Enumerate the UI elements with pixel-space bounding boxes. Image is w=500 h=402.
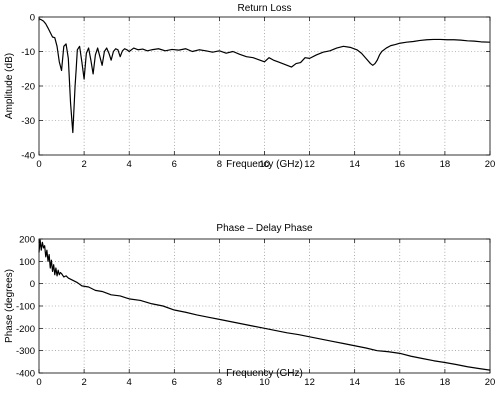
return-loss-y-tick-label: -40 <box>21 151 35 162</box>
phase-x-tick-label: 4 <box>127 377 132 388</box>
return-loss-x-tick-label: 12 <box>304 159 315 170</box>
phase-y-tick-label: 100 <box>19 257 35 268</box>
return-loss-x-tick-label: 10 <box>259 159 270 170</box>
return-loss-panel: 0 2 4 6 8 10 12 14 16 18 20 -40 -30 -20 -10 0 Return Lo… <box>4 3 495 170</box>
return-loss-y-tick-label: -30 <box>21 116 35 127</box>
return-loss-x-axis-label: Frequency (GHz) <box>226 159 303 170</box>
phase-x-tick-label: 14 <box>349 377 360 388</box>
phase-panel: 0 2 4 6 8 10 12 14 16 18 20 -400 -300 -200 -100 0 100 200… <box>4 223 495 388</box>
return-loss-plot-frame <box>38 16 491 156</box>
return-loss-x-tick-label: 6 <box>172 159 177 170</box>
return-loss-y-tick-label: -10 <box>21 47 35 58</box>
return-loss-series-line <box>38 18 491 134</box>
return-loss-x-tick-label: 20 <box>485 159 496 170</box>
phase-y-tick-label: -400 <box>16 369 35 380</box>
return-loss-x-tick-label: 0 <box>36 159 41 170</box>
phase-x-tick-label: 18 <box>440 377 451 388</box>
return-loss-x-tick-label: 16 <box>395 159 406 170</box>
phase-x-tick-label: 16 <box>395 377 406 388</box>
return-loss-x-tick-label: 2 <box>81 159 86 170</box>
phase-x-tick-label: 20 <box>485 377 496 388</box>
phase-y-tick-label: -300 <box>16 346 35 357</box>
phase-title: Phase – Delay Phase <box>216 223 313 234</box>
return-loss-x-tick-label: 4 <box>127 159 132 170</box>
return-loss-x-tick-label: 14 <box>349 159 360 170</box>
return-loss-y-axis-label: Amplitude (dB) <box>4 53 15 119</box>
phase-y-tick-label: -100 <box>16 302 35 313</box>
return-loss-title: Return Loss <box>238 3 292 14</box>
return-loss-x-tick-label: 8 <box>217 159 222 170</box>
return-loss-y-tick-label: 0 <box>30 13 35 24</box>
phase-x-tick-label: 0 <box>36 377 41 388</box>
phase-x-tick-label: 2 <box>81 377 86 388</box>
phase-x-tick-label: 6 <box>172 377 177 388</box>
phase-x-tick-label: 12 <box>304 377 315 388</box>
phase-x-tick-label: 10 <box>259 377 270 388</box>
phase-x-axis-label: Frequency (GHz) <box>226 368 303 379</box>
phase-y-tick-label: 0 <box>30 279 35 290</box>
return-loss-x-tick-label: 18 <box>440 159 451 170</box>
phase-y-tick-label: 200 <box>19 235 35 246</box>
return-loss-y-tick-label: -20 <box>21 82 35 93</box>
phase-y-tick-label: -200 <box>16 324 35 335</box>
phase-series-line <box>38 239 491 371</box>
phase-y-axis-label: Phase (degrees) <box>4 269 15 343</box>
phase-x-tick-label: 8 <box>217 377 222 388</box>
phase-plot-frame <box>38 238 491 374</box>
